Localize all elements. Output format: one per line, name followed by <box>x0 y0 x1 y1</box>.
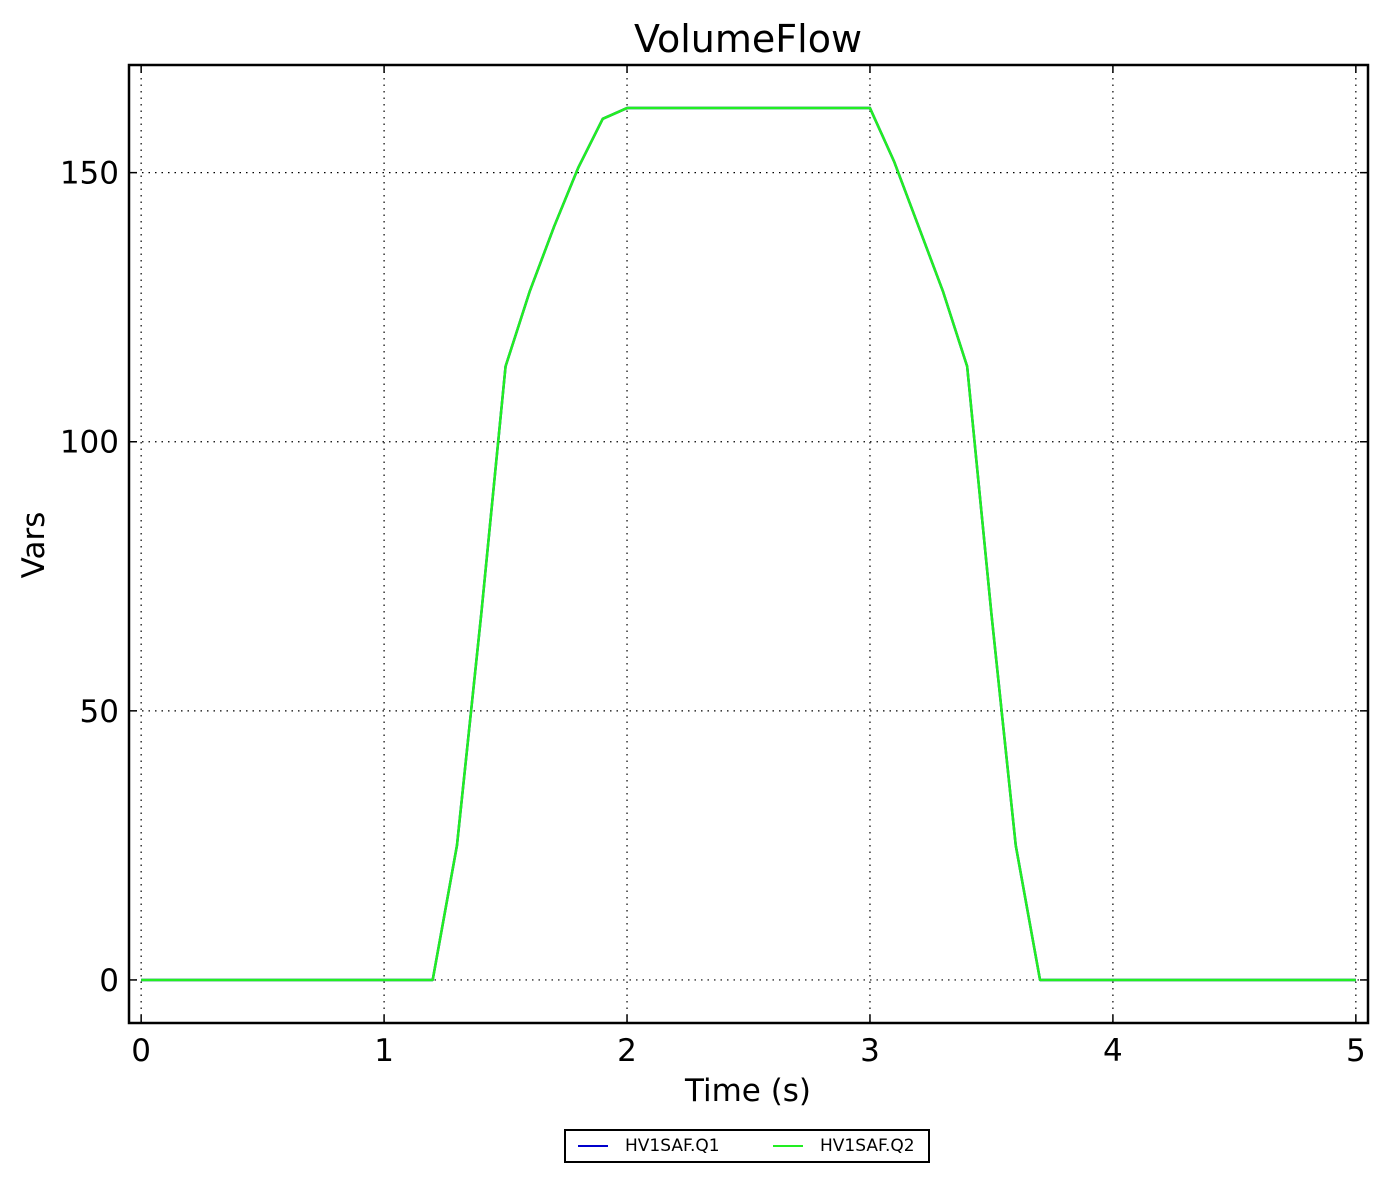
legend-label-q1: HV1SAF.Q1 <box>625 1136 720 1156</box>
chart-title: VolumeFlow <box>634 17 862 61</box>
series-lines <box>141 106 1356 982</box>
y-tick-label: 100 <box>60 425 119 461</box>
x-tick-label: 5 <box>1346 1033 1366 1069</box>
legend-swatch-q1 <box>578 1145 608 1147</box>
y-tick-label: 150 <box>60 156 119 192</box>
x-tick-label: 1 <box>374 1033 394 1069</box>
x-axis-label: Time (s) <box>684 1073 811 1109</box>
x-tick-label: 3 <box>860 1033 880 1069</box>
legend-label-q2: HV1SAF.Q2 <box>820 1136 915 1156</box>
x-tick-label: 4 <box>1103 1033 1123 1069</box>
plot-area-frame <box>127 63 1370 1025</box>
y-tick-label: 0 <box>99 963 119 999</box>
legend-item-q2: HV1SAF.Q2 <box>773 1131 915 1161</box>
x-tick-label: 0 <box>131 1033 151 1069</box>
legend-swatch-q2 <box>773 1145 803 1147</box>
y-axis-label: Vars <box>16 512 52 579</box>
series-line-2 <box>141 106 1356 982</box>
x-tick-label: 2 <box>617 1033 637 1069</box>
series-line-1 <box>141 106 1356 982</box>
legend-item-q1: HV1SAF.Q1 <box>578 1131 720 1161</box>
grid-lines <box>129 65 1368 1023</box>
legend: HV1SAF.Q1 HV1SAF.Q2 <box>564 1129 930 1163</box>
y-tick-label: 50 <box>80 694 119 730</box>
